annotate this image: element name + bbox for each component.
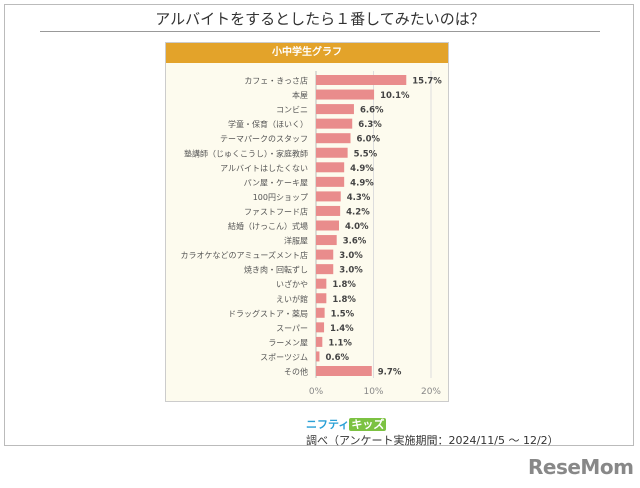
x-tick-label: 0% (309, 387, 324, 397)
category-label: 焼き肉・回転ずし (244, 265, 308, 275)
logo: ReseMom (528, 455, 634, 479)
data-label: 6.0% (357, 135, 381, 145)
data-label: 1.8% (332, 280, 356, 290)
bar (316, 118, 353, 129)
category-label: 学童・保育（ほいく） (228, 119, 308, 129)
category-label: 洋服屋 (284, 236, 308, 246)
x-tick-label: 10% (363, 387, 383, 397)
source-text: 調べ（アンケート実施期間：2024/11/5 ～ 12/2） (306, 434, 559, 447)
bar (316, 366, 372, 376)
data-label: 3.0% (339, 266, 363, 276)
data-label: 1.1% (328, 338, 352, 348)
data-label: 1.8% (332, 295, 356, 305)
category-label: 結婚（けっこん）式場 (228, 221, 308, 231)
bar (316, 191, 341, 202)
category-label: カラオケなどのアミューズメント店 (181, 250, 308, 260)
data-label: 4.9% (350, 178, 374, 188)
data-label: 4.9% (350, 164, 374, 174)
category-label: いざかや (276, 279, 308, 289)
data-label: 6.6% (360, 106, 384, 116)
data-label: 1.4% (330, 324, 354, 334)
data-label: 6.3% (358, 120, 382, 130)
bar (316, 205, 341, 216)
category-label: アルバイトはしたくない (220, 164, 308, 173)
category-label: カフェ・きっさ店 (244, 76, 308, 86)
bar (316, 307, 325, 318)
category-label: ドラッグストア・薬局 (228, 308, 308, 318)
chart-panel: 小中学生グラフ 0% 10% 20% カフェ・きっさ店 15.7% 本屋 10.1% コンビニ… (165, 42, 449, 402)
category-label: 塾講師（じゅくこうし）・家庭教師 (184, 148, 308, 158)
bar (316, 147, 348, 158)
data-label: 1.5% (331, 309, 355, 319)
category-label: 本屋 (292, 90, 308, 100)
source-note: ニフティ キッズ 調べ（アンケート実施期間：2024/11/5 ～ 12/2） (306, 416, 640, 448)
category-label: パン屋・ケーキ屋 (244, 178, 308, 187)
chart-subtitle: 小中学生グラフ (166, 43, 448, 63)
category-label: スポーツジム (260, 353, 308, 362)
data-label: 4.2% (346, 207, 370, 217)
chart-title: アルバイトをするとしたら１番してみたいのは？ (155, 10, 485, 28)
category-label: その他 (284, 367, 308, 377)
source-brand-2: キッズ (349, 418, 387, 431)
category-label: えいが館 (276, 294, 308, 304)
data-label: 3.6% (343, 237, 367, 247)
category-label: コンビニ (276, 106, 308, 115)
bar (316, 264, 334, 275)
title-underline (40, 31, 600, 32)
data-label: 9.7% (378, 368, 402, 378)
data-label: 5.5% (354, 149, 378, 159)
bar (316, 235, 337, 246)
bar (316, 176, 345, 187)
bar (316, 89, 375, 100)
category-label: 100円ショップ (253, 193, 308, 202)
category-label: テーマパークのスタッフ (220, 135, 308, 144)
bar (316, 293, 327, 304)
bar-chart: 0% 10% 20% カフェ・きっさ店 15.7% 本屋 10.1% コンビニ 6.6% 学童・保… (181, 71, 442, 397)
bar (316, 278, 327, 289)
bar (316, 75, 407, 85)
data-label: 4.3% (347, 193, 371, 203)
category-label: ラーメン屋 (268, 338, 308, 347)
source-brand-1: ニフティ (306, 418, 350, 431)
category-label: ファストフード店 (244, 206, 308, 216)
x-tick-label: 20% (421, 387, 441, 397)
bar (316, 162, 345, 173)
category-label: スーパー (276, 324, 308, 333)
data-label: 3.0% (339, 251, 363, 261)
bar (316, 104, 354, 115)
bar (316, 336, 323, 347)
data-label: 10.1% (380, 91, 410, 101)
bar (316, 220, 339, 231)
data-label: 4.0% (345, 222, 369, 232)
data-label: 0.6% (325, 353, 349, 363)
data-label: 15.7% (412, 77, 442, 87)
bar (316, 133, 351, 144)
bar (316, 351, 320, 362)
bar (316, 249, 334, 260)
bar (316, 322, 325, 333)
